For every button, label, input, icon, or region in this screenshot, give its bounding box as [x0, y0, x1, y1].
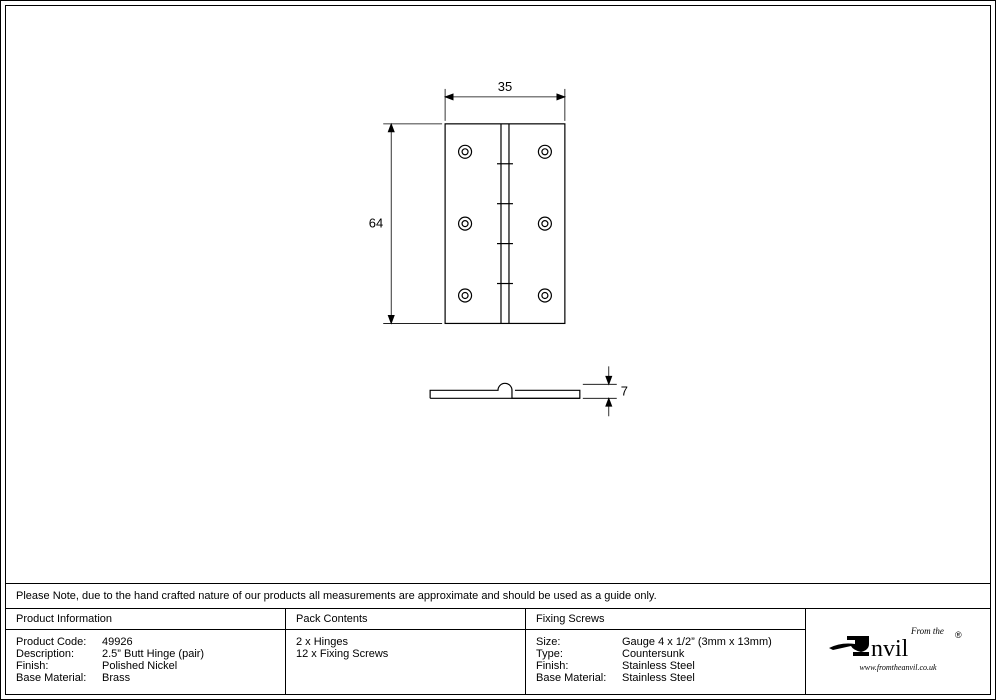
row-value: Brass — [102, 672, 130, 684]
row-label: Finish: — [16, 660, 102, 672]
hinge-front-view — [445, 124, 565, 324]
row-label: Base Material: — [16, 672, 102, 684]
dimension-thickness: 7 — [583, 366, 628, 416]
table-row: Base Material:Stainless Steel — [536, 672, 795, 684]
logo-from-text: From the — [910, 626, 944, 636]
technical-drawing-area: 35 64 — [6, 6, 990, 583]
logo-reg-mark: ® — [955, 630, 962, 640]
product-information-table: Product Code:49926 Description:2.5” Butt… — [16, 636, 275, 684]
screw-holes — [459, 145, 552, 302]
table-row: Type:Countersunk — [536, 648, 795, 660]
row-label: Size: — [536, 636, 622, 648]
dimension-thickness-label: 7 — [621, 383, 628, 398]
info-table: Product Information Product Code:49926 D… — [6, 608, 990, 694]
row-label: Base Material: — [536, 672, 622, 684]
row-label: Finish: — [536, 660, 622, 672]
row-value: Stainless Steel — [622, 660, 695, 672]
row-value: Stainless Steel — [622, 672, 695, 684]
anvil-logo-icon: From the nvil ® www.fromtheanvil.co.uk — [823, 620, 973, 680]
dimension-height: 64 — [369, 124, 442, 324]
table-row: Description:2.5” Butt Hinge (pair) — [16, 648, 275, 660]
fixing-screws-column: Fixing Screws Size:Gauge 4 x 1/2” (3mm x… — [526, 609, 806, 694]
list-item: 12 x Fixing Screws — [296, 648, 515, 660]
pack-contents-column: Pack Contents 2 x Hinges 12 x Fixing Scr… — [286, 609, 526, 694]
hinge-drawing-svg: 35 64 — [6, 6, 990, 583]
logo-brand-text: nvil — [871, 636, 909, 662]
logo-url-text: www.fromtheanvil.co.uk — [859, 663, 937, 672]
anvil-icon — [829, 636, 869, 656]
row-value: 49926 — [102, 636, 133, 648]
table-row: Finish:Polished Nickel — [16, 660, 275, 672]
row-value: 2.5” Butt Hinge (pair) — [102, 648, 204, 660]
pack-contents-list: 2 x Hinges 12 x Fixing Screws — [296, 636, 515, 660]
row-value: Gauge 4 x 1/2” (3mm x 13mm) — [622, 636, 772, 648]
row-label: Product Code: — [16, 636, 102, 648]
table-row: Finish:Stainless Steel — [536, 660, 795, 672]
dimension-width-label: 35 — [498, 79, 512, 94]
product-information-column: Product Information Product Code:49926 D… — [6, 609, 286, 694]
table-row: Base Material:Brass — [16, 672, 275, 684]
fixing-screws-table: Size:Gauge 4 x 1/2” (3mm x 13mm) Type:Co… — [536, 636, 795, 684]
fixing-screws-header: Fixing Screws — [526, 609, 805, 630]
list-item: 2 x Hinges — [296, 636, 515, 648]
row-value: Polished Nickel — [102, 660, 177, 672]
page-outer-frame: 35 64 — [0, 0, 996, 700]
row-value: Countersunk — [622, 648, 684, 660]
hinge-side-profile — [430, 383, 580, 398]
disclaimer-note: Please Note, due to the hand crafted nat… — [6, 583, 990, 608]
page-inner-frame: 35 64 — [5, 5, 991, 695]
product-information-header: Product Information — [6, 609, 285, 630]
dimension-height-label: 64 — [369, 216, 383, 231]
row-label: Type: — [536, 648, 622, 660]
table-row: Product Code:49926 — [16, 636, 275, 648]
table-row: Size:Gauge 4 x 1/2” (3mm x 13mm) — [536, 636, 795, 648]
row-label: Description: — [16, 648, 102, 660]
dimension-width: 35 — [445, 79, 565, 121]
pack-contents-header: Pack Contents — [286, 609, 525, 630]
brand-logo-column: From the nvil ® www.fromtheanvil.co.uk — [806, 609, 990, 694]
